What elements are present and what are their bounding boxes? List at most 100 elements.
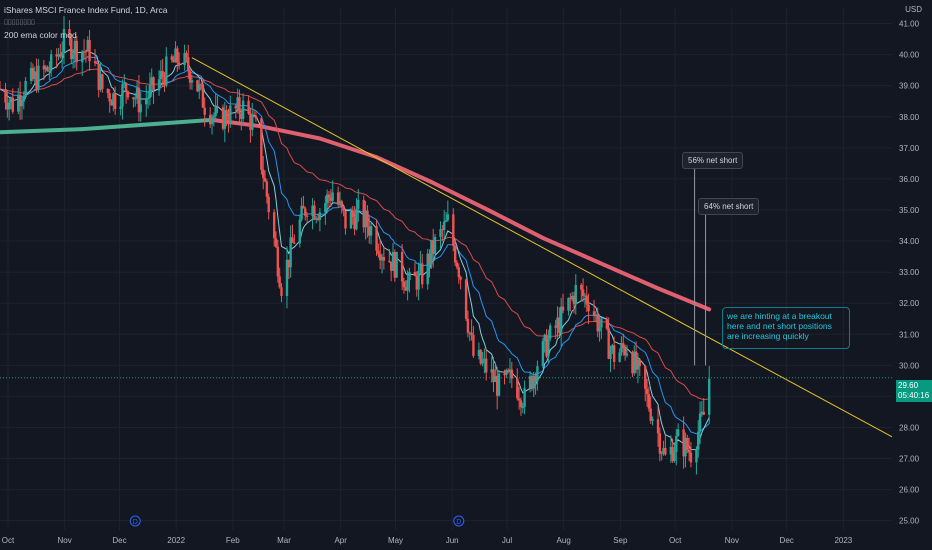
candle-body	[316, 218, 320, 220]
candle-body	[236, 97, 239, 109]
x-axis[interactable]: Oct Nov Dec 2022 Feb Mar Apr May Jun Jul Aug Sep Oct…	[2, 536, 853, 545]
candle-body	[119, 106, 122, 110]
candle-body	[73, 40, 77, 55]
title-placeholder: ▯▯▯▯▯▯▯▯	[4, 19, 35, 26]
candle-body	[625, 353, 629, 356]
candle-body	[199, 84, 203, 86]
chart-title: iShares MSCI France Index Fund, 1D, Arca	[4, 5, 168, 15]
dividend-marker	[129, 515, 141, 527]
candle-body	[402, 281, 406, 288]
candle-body	[446, 214, 450, 221]
annotation-64-net-short[interactable]: 64% net short	[698, 198, 760, 215]
x-tick-label: Feb	[226, 536, 240, 545]
candle-body	[210, 117, 214, 125]
candle-body	[325, 194, 329, 204]
candle-body	[633, 351, 636, 374]
candle-body	[623, 348, 627, 356]
candle-body	[470, 332, 473, 335]
candle-body	[517, 398, 521, 401]
candle-body	[378, 254, 382, 261]
trendline[interactable]	[191, 57, 893, 438]
candle-body	[225, 110, 228, 122]
candle-body	[342, 207, 345, 211]
candle-body	[327, 194, 331, 198]
candle-body	[161, 71, 164, 78]
candle-body	[543, 334, 546, 342]
candle-body	[452, 214, 455, 246]
candle-body	[201, 84, 205, 108]
x-tick-label: Nov	[725, 536, 739, 545]
candle-body	[472, 334, 475, 356]
candle-body	[618, 352, 621, 362]
candle-body	[31, 68, 35, 80]
candle-body	[444, 220, 448, 222]
candle-body	[570, 295, 574, 300]
candle-body	[505, 370, 508, 376]
candle-body	[700, 411, 704, 414]
candle-body	[62, 29, 66, 53]
x-tick-label: Apr	[334, 536, 347, 545]
candle-body	[278, 276, 281, 288]
ma-20-line	[0, 56, 710, 435]
candle-body	[123, 83, 126, 85]
candle-body	[203, 107, 206, 115]
candle-body	[664, 447, 667, 455]
candle-body	[400, 251, 404, 282]
candle-body	[287, 259, 291, 268]
candle-body	[229, 105, 232, 125]
candle-body	[344, 210, 347, 229]
candle-body	[152, 77, 155, 91]
dividend-marker-label: D	[456, 519, 461, 526]
annotation-56-net-short[interactable]: 56% net short	[682, 152, 744, 169]
candle-body	[455, 262, 459, 268]
y-tick-label: 30.00	[899, 361, 920, 370]
candle-body	[262, 169, 265, 178]
x-tick-label: Aug	[557, 536, 571, 545]
candle-body	[532, 375, 535, 389]
candle-body	[176, 48, 179, 63]
candle-body	[708, 378, 711, 415]
candle-body	[574, 284, 577, 305]
candle-body	[18, 94, 22, 107]
candle-body	[134, 98, 137, 100]
breakout-note[interactable]: we are hinting at a breakout here and ne…	[722, 307, 850, 349]
candle-body	[274, 238, 278, 247]
y-tick-label: 39.00	[899, 82, 920, 91]
candle-body	[530, 376, 534, 389]
candle-body	[190, 80, 194, 83]
candle-body	[572, 295, 576, 305]
candle-body	[382, 256, 386, 261]
candle-body	[369, 226, 373, 236]
candle-body	[554, 325, 557, 328]
candle-body	[280, 287, 283, 297]
y-tick-label: 27.00	[899, 455, 920, 464]
ema-200-segment	[257, 124, 322, 141]
candle-body	[137, 87, 141, 113]
candle-body	[71, 54, 75, 60]
y-axis[interactable]: 41.00 40.00 39.00 38.00 37.00 36.00 35.00 34.00…	[899, 20, 920, 526]
ema-200-segment	[654, 285, 712, 312]
candle-body	[44, 66, 47, 70]
candle-body	[234, 105, 237, 109]
candle-body	[49, 54, 53, 71]
candle-body	[510, 369, 514, 379]
candle-body	[671, 446, 674, 462]
candle-body	[7, 102, 11, 110]
candle-body	[349, 212, 353, 229]
candle-body	[86, 39, 89, 52]
candle-body	[406, 280, 409, 291]
candle-body	[611, 345, 614, 350]
candle-body	[483, 358, 486, 362]
candle-body	[174, 48, 177, 63]
candle-body	[609, 349, 612, 359]
candle-body	[68, 29, 71, 38]
candle-body	[249, 113, 252, 130]
candle-body	[503, 373, 506, 376]
candle-body	[55, 54, 58, 57]
candle-body	[42, 65, 46, 70]
candle-body	[121, 84, 124, 107]
candle-body	[395, 251, 398, 278]
candle-body	[110, 101, 113, 106]
indicator-label[interactable]: 200 ema color mod	[4, 30, 77, 40]
